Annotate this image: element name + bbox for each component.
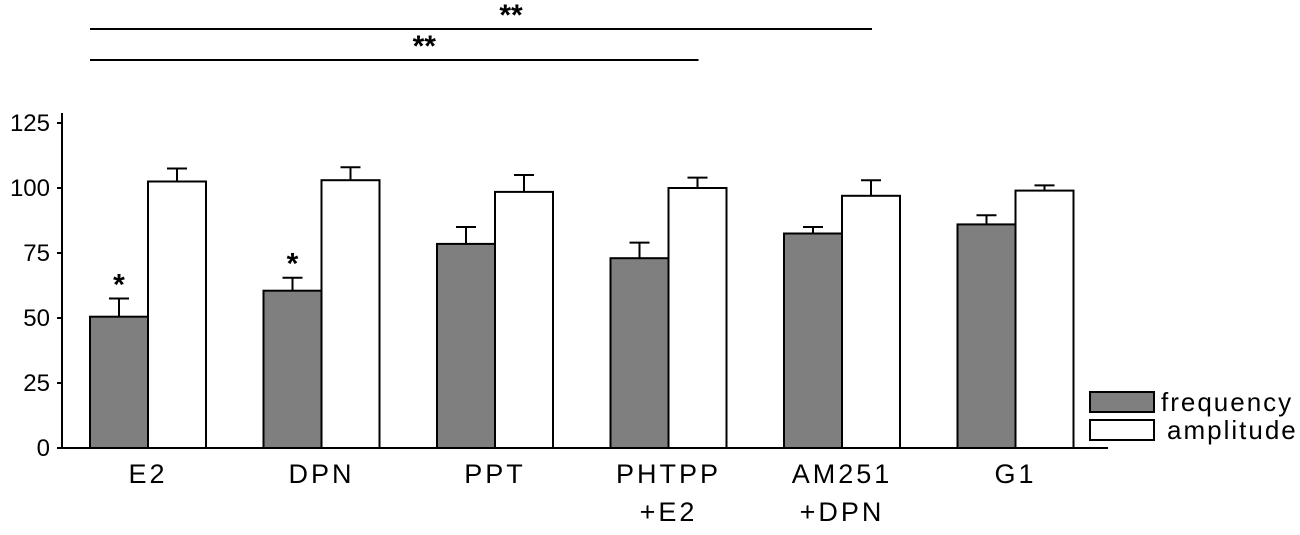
legend-label-amplitude: amplitude (1167, 415, 1298, 445)
significance-brackets: ** ** (90, 0, 872, 63)
significance-marker: * (287, 248, 299, 281)
y-tick-label: 75 (23, 240, 50, 267)
bar-amplitude (147, 180, 207, 449)
bar-amplitude (667, 187, 728, 449)
significance-bracket-label: ** (499, 0, 523, 32)
x-category-label: PPT (464, 459, 526, 489)
legend-swatch-amplitude (1089, 419, 1155, 441)
bars: ** (89, 166, 1075, 450)
x-category-label: E2 (128, 459, 167, 489)
y-tick-label: 100 (10, 175, 50, 202)
y-tick-label: 0 (37, 435, 50, 462)
significance-marker: * (113, 269, 125, 302)
bar-amplitude (1014, 189, 1075, 449)
x-category-label: G1 (994, 459, 1036, 489)
y-tick-label: 125 (10, 110, 50, 137)
x-category-label: +E2 (640, 497, 698, 527)
x-category-label: +DPN (800, 497, 885, 527)
x-category-label: PHTPP (616, 459, 721, 489)
bar-amplitude (320, 179, 381, 449)
bar-frequency (609, 257, 670, 450)
y-tick-label: 25 (23, 370, 50, 397)
y-axis: 0 25 50 75 100 125 (10, 110, 63, 462)
bar-frequency (956, 223, 1017, 449)
legend-label-frequency: frequency (1161, 387, 1293, 417)
x-category-label: AM251 (792, 459, 893, 489)
significance-bracket-label: ** (413, 30, 437, 63)
bar-frequency (89, 315, 149, 450)
x-axis: E2 DPN PPT PHTPP +E2 AM251 +DPN G1 (62, 447, 1108, 527)
bar-frequency (262, 289, 323, 450)
legend-swatch-frequency (1089, 391, 1155, 413)
y-tick-label: 50 (23, 305, 50, 332)
x-category-label: DPN (288, 459, 354, 489)
bar-frequency (783, 232, 843, 449)
bar-amplitude (841, 194, 901, 449)
bar-frequency (436, 242, 496, 449)
bar-amplitude (494, 190, 554, 449)
